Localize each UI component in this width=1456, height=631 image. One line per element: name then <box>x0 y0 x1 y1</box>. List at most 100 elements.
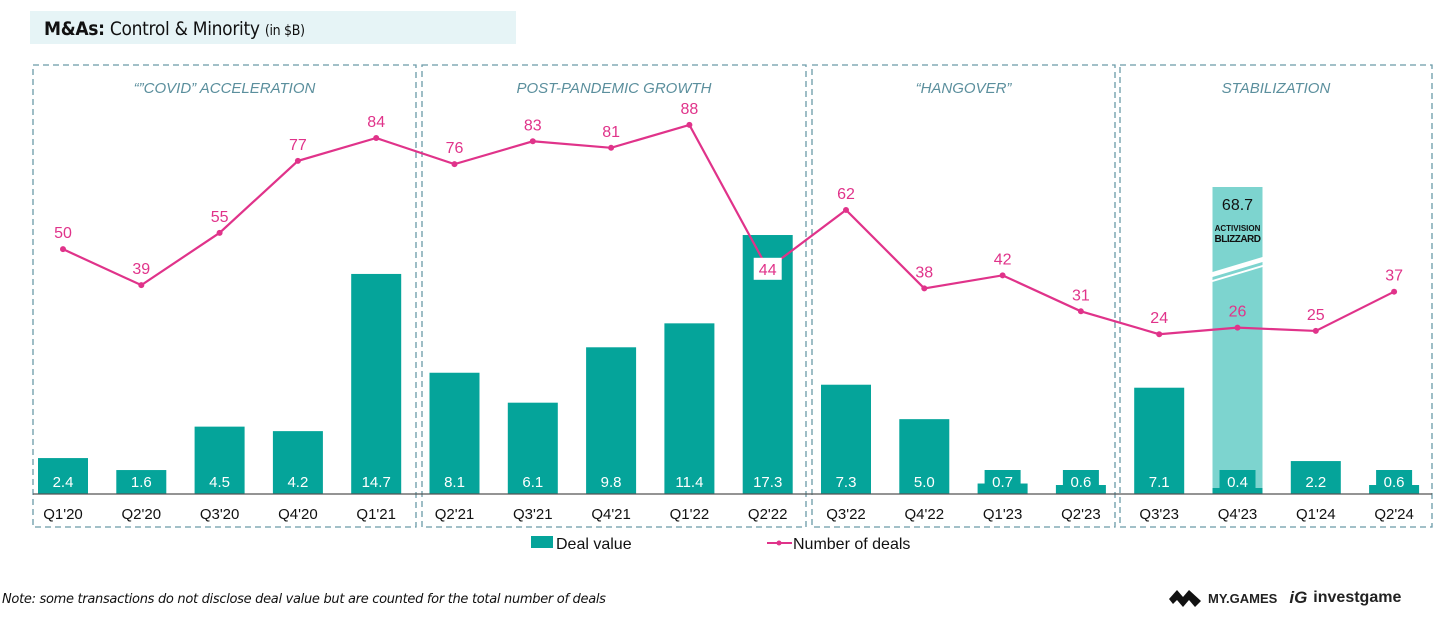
bar <box>507 402 558 494</box>
bar <box>351 273 402 494</box>
deals-value-label: 81 <box>602 124 620 141</box>
deals-value-label: 55 <box>211 209 229 226</box>
deals-value-label: 39 <box>132 261 150 278</box>
bar <box>899 419 950 494</box>
bar-value-label: 4.2 <box>287 474 308 491</box>
bar-value-label: 6.1 <box>522 474 543 491</box>
deals-value-label: 83 <box>524 117 542 134</box>
mygames-text: MY.GAMES <box>1208 590 1278 606</box>
x-tick-label: Q2'21 <box>435 506 475 523</box>
bar-value-label: 0.6 <box>1384 474 1405 491</box>
x-axis: Q1'20 Q2'20 Q3'20 Q4'20 Q1'21 Q2'21 Q3'21 Q4'21… <box>33 493 1432 523</box>
bar <box>664 323 715 494</box>
x-tick-label: Q1'23 <box>983 506 1023 523</box>
deals-line: 50 39 55 77 84 76 83 81 88 44 62 38 42 31 24 26 25 37 <box>54 101 1403 338</box>
deals-value-label: 76 <box>446 140 464 157</box>
deals-value-label: 50 <box>54 225 72 242</box>
bar-value-label: 1.6 <box>131 474 152 491</box>
bar-value-label: 7.3 <box>836 474 857 491</box>
bar-value-label: 8.1 <box>444 474 465 491</box>
deals-point <box>1312 327 1319 334</box>
deals-point <box>60 246 66 253</box>
bar-value-label: 2.2 <box>1305 474 1326 491</box>
period-box <box>32 64 417 528</box>
bar-value-label: 17.3 <box>753 474 782 491</box>
x-tick-label: Q3'20 <box>200 506 240 523</box>
annotation-value: 68.7 <box>1222 197 1253 214</box>
investgame-text: investgame <box>1313 589 1402 606</box>
x-tick-label: Q1'20 <box>43 506 83 523</box>
deals-value-label: 77 <box>289 137 307 154</box>
deals-value-label: 88 <box>681 101 699 118</box>
deals-point <box>138 282 145 289</box>
logos: MY.GAMES iG investgame <box>1168 584 1401 612</box>
x-tick-label: Q4'22 <box>905 506 945 523</box>
x-tick-label: Q4'20 <box>278 506 318 523</box>
mygames-logo: MY.GAMES <box>1168 587 1277 609</box>
deals-point <box>451 161 458 168</box>
deals-value-label: 24 <box>1150 310 1168 327</box>
bar-value-label: 11.4 <box>675 474 703 491</box>
deals-value-label: 25 <box>1307 307 1325 324</box>
x-tick-label: Q3'22 <box>826 506 866 523</box>
bar-label-tab <box>984 470 1021 494</box>
bar-value-label: 7.1 <box>1149 474 1170 491</box>
period-label: STABILIZATION <box>1222 80 1331 97</box>
x-tick-label: Q1'22 <box>670 506 710 523</box>
bar-value-label: 0.7 <box>992 474 1013 491</box>
bar-value-label: 14.7 <box>362 474 391 491</box>
deals-point <box>529 138 536 145</box>
deals-value-label: 37 <box>1385 268 1403 285</box>
bar-value-label: 2.4 <box>53 474 74 491</box>
deals-value-label: 38 <box>915 264 933 281</box>
bar-value-label: 9.8 <box>601 474 622 491</box>
period-box <box>1119 64 1433 528</box>
bar <box>194 426 245 494</box>
bar <box>586 347 637 494</box>
deals-value-label: 44 <box>759 262 777 279</box>
x-tick-label: Q2'23 <box>1061 506 1101 523</box>
title-bold: M&As: <box>44 18 105 40</box>
deals-value-label: 62 <box>837 186 855 203</box>
legend-bar-swatch-icon <box>531 536 553 548</box>
legend: Deal value Number of deals <box>531 536 910 553</box>
legend-line-dot-icon <box>776 540 782 546</box>
title-unit: (in $B) <box>264 23 305 39</box>
x-tick-label: Q1'24 <box>1296 506 1336 523</box>
deals-point <box>1077 308 1084 315</box>
bar-label-tab <box>1219 470 1256 494</box>
x-tick-label: Q4'23 <box>1218 506 1258 523</box>
deals-point <box>999 272 1006 279</box>
title-main: Control & Minority <box>109 18 260 40</box>
deals-label-bg <box>753 257 782 280</box>
bars: 2.4 1.6 4.5 4.2 14.7 8.1 6.1 9.8 11.4 17.3 7.3 5.0 0… <box>38 187 1420 495</box>
legend-number-of-deals: Number of deals <box>793 536 910 553</box>
bar-value-label: 0.4 <box>1227 474 1248 491</box>
deals-polyline <box>62 123 1395 336</box>
legend-deal-value: Deal value <box>556 536 632 553</box>
x-tick-label: Q3'23 <box>1139 506 1179 523</box>
deals-value-label: 42 <box>994 251 1012 268</box>
investgame-mark-icon: iG <box>1289 588 1308 607</box>
period-box <box>421 64 807 528</box>
x-tick-label: Q3'21 <box>513 506 553 523</box>
deals-point <box>921 285 928 292</box>
chart-title: M&As: Control & Minority (in $B) <box>44 18 305 40</box>
x-tick-label: Q2'24 <box>1374 506 1414 523</box>
period-label: “HANGOVER” <box>916 80 1013 97</box>
deals-point <box>216 229 223 236</box>
bar-value-label: 4.5 <box>209 474 230 491</box>
bar-label-tab <box>1376 470 1413 494</box>
deals-point <box>608 144 615 151</box>
bar <box>821 384 871 494</box>
bar <box>1290 461 1341 494</box>
deals-point <box>294 157 301 164</box>
bar <box>1134 387 1185 494</box>
bar-value-label: 5.0 <box>914 474 935 491</box>
period-label: “”COVID” ACCELERATION <box>134 80 316 97</box>
bar <box>116 470 167 494</box>
title-banner: M&As: Control & Minority (in $B) <box>30 11 516 44</box>
deals-point <box>1156 331 1163 338</box>
x-tick-label: Q2'20 <box>122 506 162 523</box>
